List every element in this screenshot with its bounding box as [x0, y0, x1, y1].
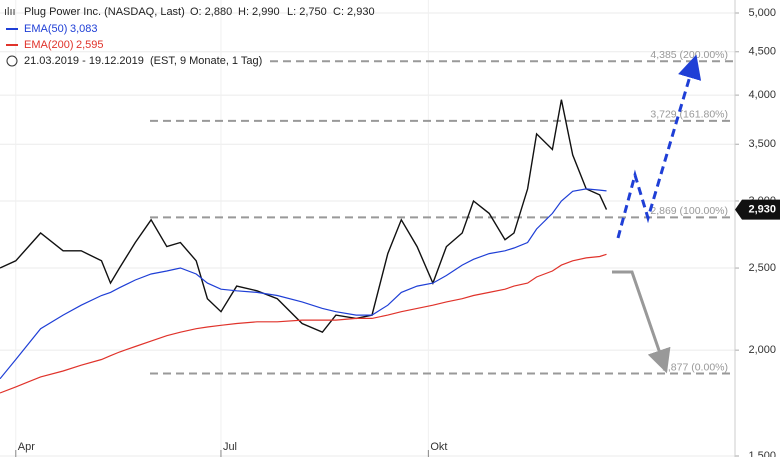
y-tick-label: 1,500	[748, 450, 776, 457]
y-tick-label: 4,500	[748, 46, 776, 58]
y-tick-label: 2,500	[748, 262, 776, 274]
series-line	[0, 188, 607, 380]
ohlc: C: 2,930	[333, 6, 375, 18]
price-label: 2,930	[748, 204, 776, 216]
y-tick-label: 2,000	[748, 344, 776, 356]
legend: ılıı Plug Power Inc. (NASDAQ, Last) O: 2…	[4, 6, 375, 67]
ohlc: L: 2,750	[287, 6, 327, 18]
period-note: (EST, 9 Monate, 1 Tag)	[150, 55, 262, 67]
ohlc: O: 2,880	[190, 6, 232, 18]
y-tick-label: 5,000	[748, 7, 776, 19]
y-tick-label: 3,500	[748, 138, 776, 150]
clock-icon	[6, 55, 18, 67]
legend-label: EMA(50)	[24, 23, 67, 35]
projection-down	[612, 270, 671, 374]
projection-up	[616, 54, 702, 239]
level-label: 1,877 (0.00%)	[662, 361, 728, 373]
y-tick-label: 4,000	[748, 89, 776, 101]
x-tick-label: Okt	[430, 441, 447, 453]
legend-value: 3,083	[70, 23, 98, 35]
legend-label: EMA(200)	[24, 39, 74, 51]
period: 21.03.2019 - 19.12.2019	[24, 55, 144, 67]
level-label: 4,385 (200.00%)	[650, 49, 728, 61]
ohlc: H: 2,990	[238, 6, 280, 18]
x-tick-label: Apr	[18, 441, 35, 453]
series-line	[0, 253, 607, 394]
legend-value: 2,595	[76, 39, 104, 51]
title: Plug Power Inc. (NASDAQ, Last)	[24, 6, 185, 18]
series-line	[0, 99, 608, 334]
level-label: 3,729 (161.80%)	[650, 109, 728, 121]
price-box	[735, 199, 780, 220]
icon: ılıı	[4, 6, 16, 18]
x-tick-label: Jul	[223, 441, 237, 453]
level-label: 2,869 (100.00%)	[650, 205, 728, 217]
